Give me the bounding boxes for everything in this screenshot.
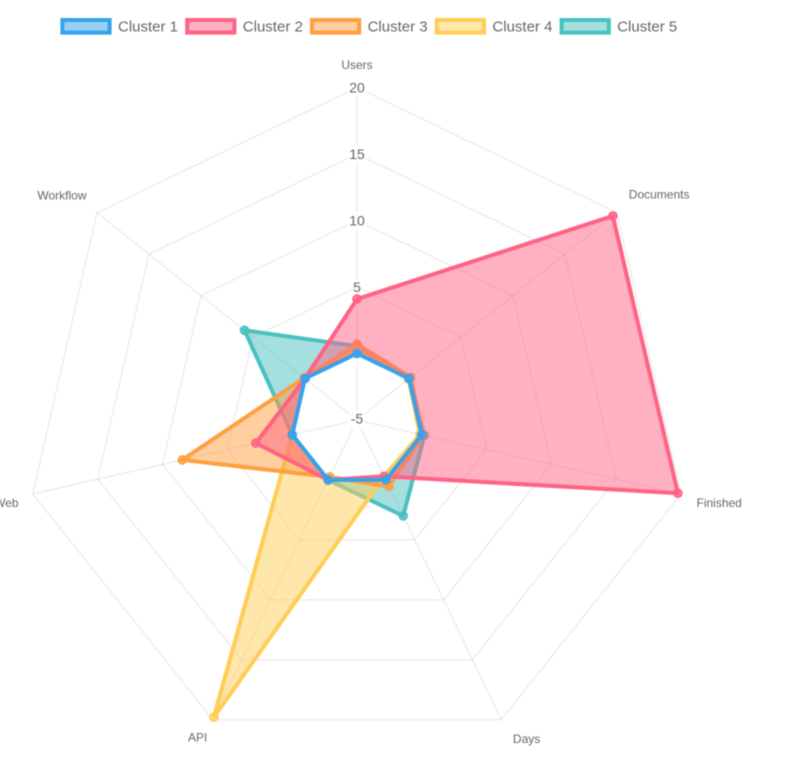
- svg-text:Cluster 1: Cluster 1: [118, 19, 178, 36]
- svg-text:Cluster 3: Cluster 3: [368, 19, 428, 36]
- svg-text:Cluster 5: Cluster 5: [617, 19, 677, 36]
- svg-text:Cluster 4: Cluster 4: [492, 19, 552, 36]
- svg-text:20: 20: [349, 80, 365, 96]
- svg-text:Finished: Finished: [697, 496, 742, 510]
- svg-text:15: 15: [349, 146, 365, 162]
- svg-text:Cluster 2: Cluster 2: [243, 19, 303, 36]
- svg-text:Documents: Documents: [629, 188, 690, 202]
- svg-text:Workflow: Workflow: [37, 189, 86, 203]
- svg-text:Users: Users: [341, 58, 372, 72]
- svg-text:10: 10: [349, 213, 365, 229]
- svg-text:Web: Web: [0, 496, 19, 510]
- svg-text:-5: -5: [351, 411, 364, 427]
- svg-text:Days: Days: [513, 732, 540, 746]
- svg-text:5: 5: [353, 279, 361, 295]
- svg-text:API: API: [188, 730, 207, 744]
